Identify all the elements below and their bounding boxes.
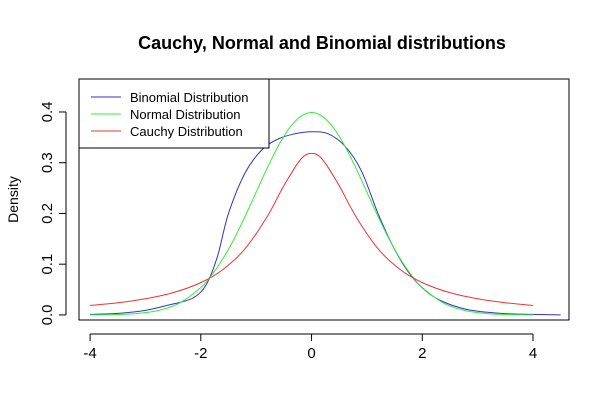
legend: Binomial Distribution Normal Distribution… <box>78 78 270 149</box>
series-line-cauchy-distribution <box>90 152 534 306</box>
x-tick-label: -2 <box>194 345 207 362</box>
y-tick-label: 0.0 <box>39 304 56 325</box>
y-tick-label: 0.4 <box>39 102 56 123</box>
x-tick-label: 4 <box>529 345 537 362</box>
series-layer <box>90 112 561 316</box>
chart-title: Cauchy, Normal and Binomial distribution… <box>138 33 506 53</box>
x-tick-label: -4 <box>83 345 96 362</box>
y-tick-label: 0.3 <box>39 152 56 173</box>
x-tick-label: 0 <box>307 345 315 362</box>
legend-label-normal-distribution: Normal Distribution <box>130 107 241 122</box>
series-line-binomial-distribution <box>90 131 561 316</box>
legend-label-binomial-distribution: Binomial Distribution <box>130 90 249 105</box>
series-line-normal-distribution <box>90 112 534 316</box>
legend-label-cauchy-distribution: Cauchy Distribution <box>130 124 243 139</box>
y-axis: 0.0 0.1 0.2 0.3 0.4 <box>39 102 67 325</box>
plot-frame <box>78 78 570 321</box>
y-tick-label: 0.1 <box>39 254 56 275</box>
x-axis: -4 -2 0 2 4 <box>83 333 537 362</box>
x-tick-label: 2 <box>418 345 426 362</box>
y-tick-label: 0.2 <box>39 203 56 224</box>
y-axis-label: Density <box>5 176 21 223</box>
